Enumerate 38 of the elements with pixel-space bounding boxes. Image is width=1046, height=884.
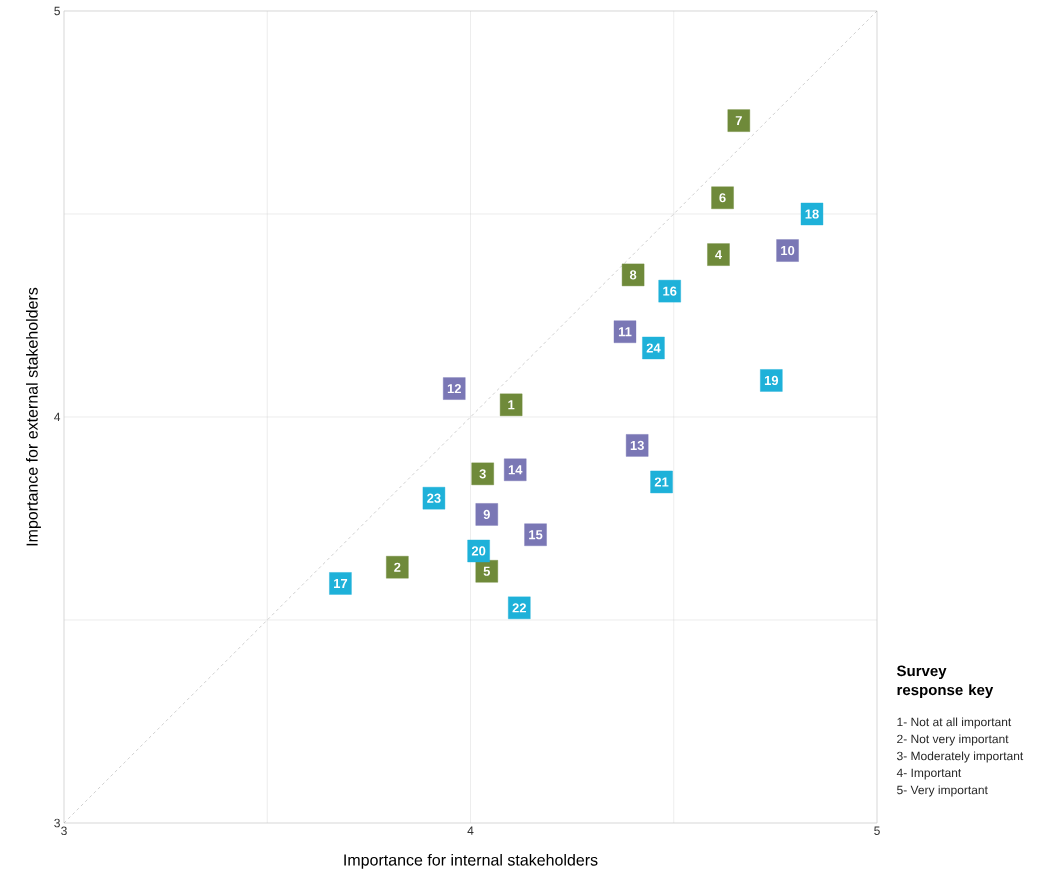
y-tick-label: 5 xyxy=(54,6,60,16)
annotation: 17 xyxy=(334,578,348,588)
annotation: 21 xyxy=(654,477,669,487)
annotation: 11 xyxy=(618,327,632,337)
annotation: 16 xyxy=(663,286,677,296)
annotation: 13 xyxy=(630,440,644,451)
y-tick-label: 3 xyxy=(54,818,60,828)
annotation: 20 xyxy=(471,546,486,556)
x-axis-title: Importance for internal stakeholders xyxy=(344,853,598,869)
text: 2- Not very important xyxy=(897,734,1009,746)
annotation: 15 xyxy=(529,530,543,540)
y-tick-label: 4 xyxy=(54,412,61,422)
annotation: 18 xyxy=(805,209,819,219)
annotation: 1 xyxy=(508,400,515,410)
annotation: 9 xyxy=(483,509,490,520)
annotation: 4 xyxy=(715,250,723,260)
annotation: 3 xyxy=(479,469,486,479)
y-axis-title: Importance for external stakeholders xyxy=(26,287,41,546)
annotation: 19 xyxy=(764,375,779,386)
x-tick-label: 5 xyxy=(874,826,880,835)
annotation: 6 xyxy=(719,193,726,203)
text: 1- Not at all important xyxy=(897,717,1012,729)
text: 4- Important xyxy=(896,768,962,780)
annotation: 14 xyxy=(508,465,523,475)
x-tick-label: 3 xyxy=(61,826,67,836)
annotation: 7 xyxy=(735,116,742,126)
text: 3- Moderately important xyxy=(897,751,1024,763)
annotation: 10 xyxy=(781,245,795,256)
x-tick-label: 4 xyxy=(467,826,474,835)
text: 5- Very important xyxy=(897,785,988,797)
annotation: 5 xyxy=(483,566,491,576)
text: Survey response key xyxy=(896,665,994,699)
annotation: 22 xyxy=(512,603,526,613)
annotation: 24 xyxy=(646,343,661,353)
annotation: 12 xyxy=(447,384,461,394)
annotation: 23 xyxy=(427,493,441,503)
annotation: 8 xyxy=(629,270,637,280)
annotation: 2 xyxy=(394,562,401,572)
